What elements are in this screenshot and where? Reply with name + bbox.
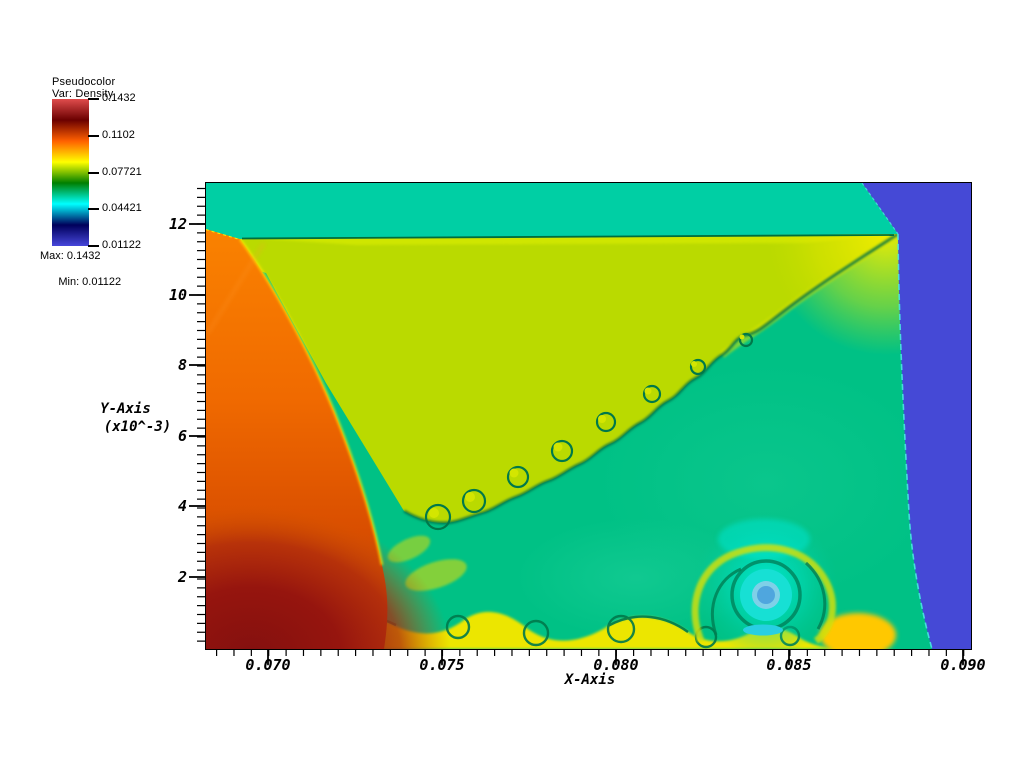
x-tick-label: 0.090 bbox=[940, 656, 986, 674]
legend-max-min: Max: 0.1432 Min: 0.01122 bbox=[40, 250, 121, 289]
region-top-band bbox=[206, 183, 898, 240]
colorbar bbox=[52, 99, 89, 246]
colorbar-tick bbox=[88, 172, 99, 174]
y-axis-scale-note: (x10^-3) bbox=[103, 419, 172, 435]
y-tick-label: 12 bbox=[168, 215, 187, 233]
y-tick-label: 8 bbox=[177, 356, 187, 374]
plot-area[interactable] bbox=[205, 182, 972, 650]
colorbar-legend: Pseudocolor Var: Density 0.1432 0.1102 0… bbox=[40, 76, 142, 288]
pseudocolor-plot[interactable] bbox=[206, 183, 971, 649]
colorbar-tick-label: 0.07721 bbox=[102, 166, 142, 178]
x-tick-label: 0.085 bbox=[766, 656, 812, 674]
y-tick-label: 10 bbox=[168, 286, 187, 304]
colorbar-tick bbox=[88, 98, 99, 100]
y-axis-title: Y-Axis bbox=[100, 401, 151, 417]
colorbar-tick-label: 0.1102 bbox=[102, 129, 135, 141]
y-tick-label: 6 bbox=[177, 427, 187, 445]
x-axis-title: X-Axis bbox=[564, 672, 616, 688]
region-orange-lobe bbox=[206, 227, 451, 649]
colorbar-tick-label: 0.04421 bbox=[102, 202, 142, 214]
y-tick-label: 4 bbox=[177, 497, 187, 515]
legend-max: Max: 0.1432 bbox=[40, 250, 101, 262]
colorbar-tick bbox=[88, 245, 99, 247]
x-tick-label: 0.070 bbox=[245, 656, 291, 674]
colorbar-tick-label: 0.1432 bbox=[102, 92, 136, 104]
region-blue-band bbox=[861, 183, 971, 649]
colorbar-tick-label: 0.01122 bbox=[102, 239, 141, 251]
y-tick-label: 2 bbox=[177, 568, 187, 586]
colorbar-tick bbox=[88, 135, 99, 137]
legend-variable-label: Var: Density bbox=[52, 88, 114, 100]
slip-line-kh-vortices bbox=[403, 232, 899, 531]
large-vortex bbox=[691, 513, 838, 649]
x-tick-label: 0.080 bbox=[593, 656, 639, 674]
legend-min: Min: 0.01122 bbox=[58, 276, 122, 288]
legend-title: Pseudocolor bbox=[52, 76, 116, 88]
colorbar-tick bbox=[88, 208, 99, 210]
x-tick-label: 0.075 bbox=[419, 656, 465, 674]
